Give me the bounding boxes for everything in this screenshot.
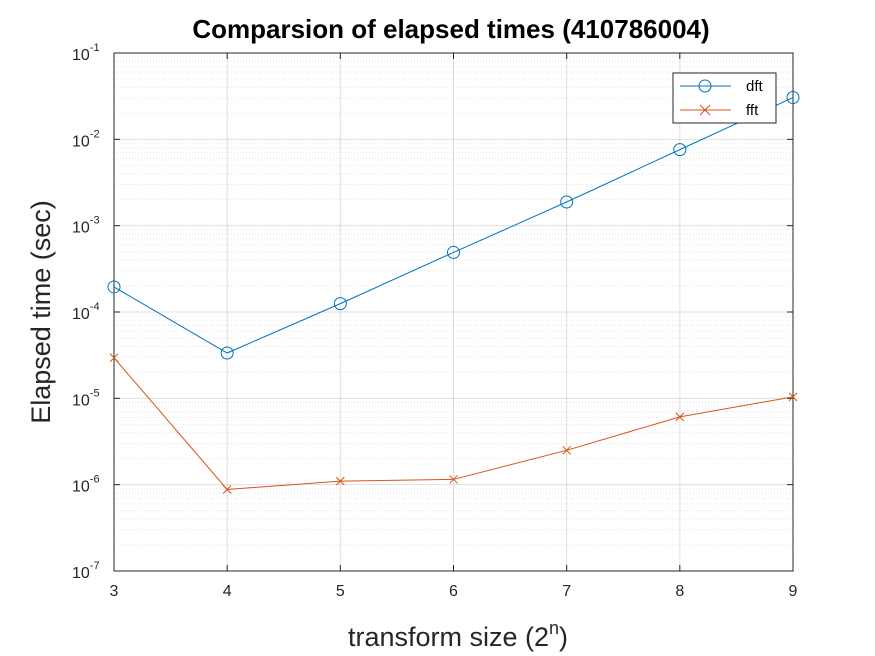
y-tick-label: 10-3: [72, 215, 100, 237]
legend-box: [672, 72, 777, 124]
data-point-fft: [109, 353, 119, 363]
y-axis-label: Elapsed time (sec): [26, 200, 56, 424]
data-point-fft: [562, 445, 572, 455]
x-axis-label-superscript: n: [549, 618, 559, 638]
legend-label-fft: fft: [746, 102, 759, 119]
x-tick-label: 6: [449, 583, 458, 600]
data-point-fft: [222, 485, 232, 494]
data-point-dft: [560, 195, 574, 209]
x-tick-label: 7: [562, 583, 571, 600]
series-layer: [107, 91, 800, 494]
plot-area: [107, 52, 800, 572]
data-point-fft: [788, 392, 798, 402]
x-axis-label: transform size (2n): [348, 618, 568, 652]
tick-marks: [113, 52, 794, 572]
y-tick-labels: 10-7 10-6 10-5 10-4 10-3 10-2 10-1: [72, 42, 100, 582]
legend-marker-fft: [699, 104, 711, 116]
x-tick-label: 8: [675, 583, 684, 600]
x-axis-label-suffix: ): [559, 622, 568, 652]
series-dft: [107, 91, 800, 360]
y-tick-label: 10-6: [72, 474, 100, 496]
y-tick-label: 10-7: [72, 560, 100, 582]
legend-entry-dft: dft: [680, 78, 764, 95]
legend-entry-fft: fft: [680, 102, 759, 119]
x-tick-label: 9: [789, 583, 798, 600]
series-line-dft: [113, 97, 794, 354]
data-point-dft: [786, 91, 800, 105]
x-tick-labels: 3 4 5 6 7 8 9: [110, 583, 798, 600]
data-point-dft: [107, 280, 121, 294]
legend-label-dft: dft: [746, 78, 764, 95]
legend-marker-dft: [698, 79, 712, 93]
x-tick-label: 3: [110, 583, 119, 600]
data-point-dft: [673, 143, 687, 157]
x-tick-label: 5: [336, 583, 345, 600]
y-tick-label: 10-2: [72, 128, 100, 150]
data-point-fft: [335, 476, 345, 486]
y-tick-label: 10-1: [72, 42, 100, 64]
series-fft: [109, 353, 798, 494]
data-point-dft: [447, 245, 460, 259]
x-axis-label-main: transform size (2: [348, 622, 549, 652]
x-tick-label: 4: [223, 583, 232, 600]
legend: dft fft: [672, 72, 777, 124]
y-tick-label: 10-4: [72, 301, 100, 323]
axes-background: [114, 53, 793, 571]
data-point-dft: [220, 346, 234, 360]
chart-title: Comparsion of elapsed times (410786004): [192, 14, 709, 44]
data-point-fft: [449, 475, 458, 484]
data-point-fft: [675, 412, 685, 422]
y-tick-label: 10-5: [72, 387, 100, 409]
data-point-dft: [333, 297, 347, 311]
